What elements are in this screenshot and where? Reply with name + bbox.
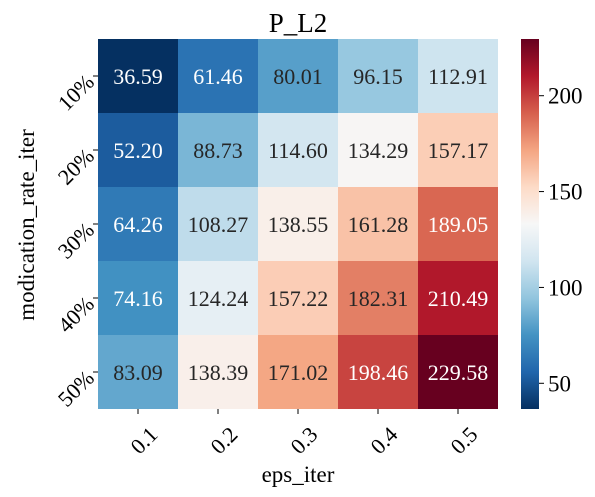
cell-value-label: 108.27 <box>188 212 249 237</box>
colorbar-tick-label: 100 <box>548 275 583 300</box>
y-tick-label: 10% <box>53 69 99 115</box>
cell-value-label: 88.73 <box>193 138 243 163</box>
y-tick-label: 50% <box>53 365 99 411</box>
colorbar-ticks: 50 100 150 200 <box>539 84 583 397</box>
colorbar-tick-label: 150 <box>548 180 583 205</box>
x-tick-label: 0.2 <box>205 422 242 459</box>
heatmap-cells: 36.59 61.46 80.01 96.15 112.91 52.20 88.73 114.… <box>98 39 498 409</box>
cell-value-label: 171.02 <box>268 360 329 385</box>
cell-value-label: 83.09 <box>113 360 163 385</box>
x-tick-label: 0.3 <box>285 422 322 459</box>
cell-value-label: 138.39 <box>188 360 249 385</box>
cell-value-label: 134.29 <box>348 138 409 163</box>
y-axis-label: modication_rate_iter <box>14 129 39 321</box>
cell-value-label: 36.59 <box>113 64 163 89</box>
cell-value-label: 64.26 <box>113 212 163 237</box>
chart-title: P_L2 <box>269 8 328 38</box>
cell-value-label: 157.22 <box>268 286 329 311</box>
cell-value-label: 80.01 <box>273 64 323 89</box>
cell-value-label: 161.28 <box>348 212 409 237</box>
cell-value-label: 229.58 <box>428 360 489 385</box>
cell-value-label: 138.55 <box>268 212 329 237</box>
colorbar <box>521 39 539 409</box>
cell-value-label: 61.46 <box>193 64 243 89</box>
x-tick-labels: 0.1 0.2 0.3 0.4 0.5 <box>125 409 482 459</box>
y-tick-label: 40% <box>53 291 99 337</box>
cell-value-label: 182.31 <box>348 286 409 311</box>
x-tick-label: 0.1 <box>125 422 162 459</box>
cell-value-label: 112.91 <box>428 64 488 89</box>
cell-value-label: 52.20 <box>113 138 163 163</box>
colorbar-tick-label: 200 <box>548 84 583 109</box>
cell-value-label: 74.16 <box>113 286 163 311</box>
x-tick-label: 0.5 <box>445 422 482 459</box>
cell-value-label: 124.24 <box>188 286 249 311</box>
cell-value-label: 157.17 <box>428 138 489 163</box>
colorbar-tick-label: 50 <box>548 371 571 396</box>
y-tick-label: 30% <box>53 217 99 263</box>
cell-value-label: 114.60 <box>268 138 328 163</box>
x-axis-label: eps_iter <box>262 462 335 487</box>
y-tick-labels: 10% 20% 30% 40% 50% <box>53 69 99 411</box>
cell-value-label: 210.49 <box>428 286 489 311</box>
cell-value-label: 96.15 <box>353 64 403 89</box>
cell-value-label: 198.46 <box>348 360 409 385</box>
cell-value-label: 189.05 <box>428 212 489 237</box>
y-tick-label: 20% <box>53 143 99 189</box>
x-tick-label: 0.4 <box>365 422 402 459</box>
